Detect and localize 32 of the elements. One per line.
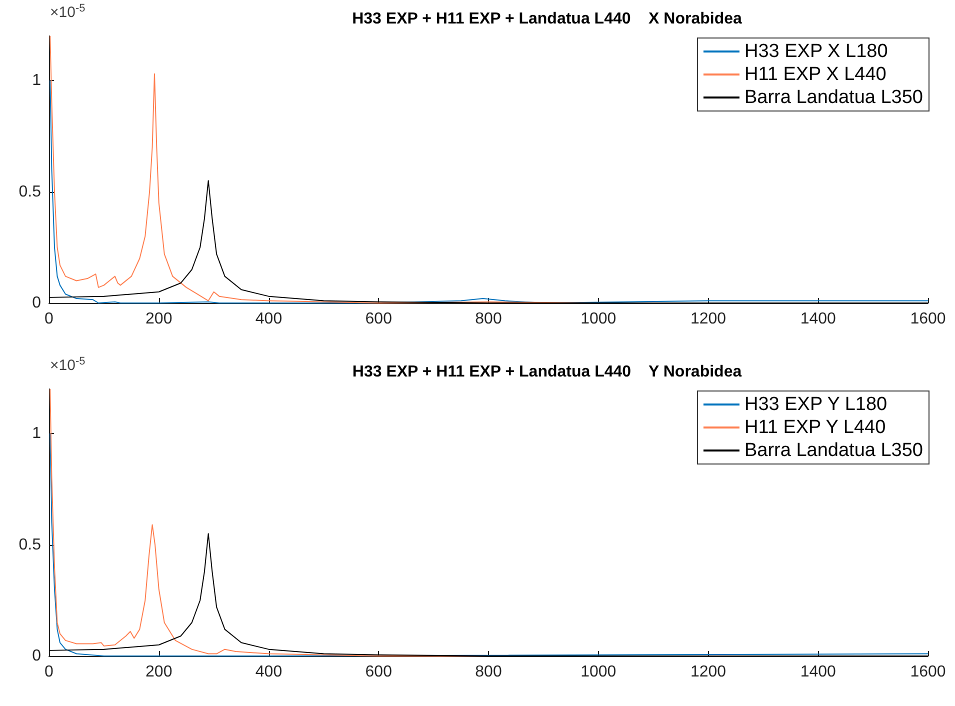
x-tick-label: 1000 (580, 310, 616, 328)
legend-label: Barra Landatua L350 (744, 87, 924, 108)
y-tick-label: 0.5 (18, 536, 42, 554)
x-tick-label: 1400 (800, 664, 836, 680)
x-tick-label: 1000 (580, 664, 616, 680)
x-tick-label: 1600 (910, 664, 946, 680)
y-tick-label: 1 (32, 72, 42, 89)
x-tick-label: 800 (475, 664, 502, 680)
legend-label: H11 EXP X L440 (744, 64, 886, 85)
x-tick-label: 600 (365, 310, 392, 328)
x-tick-label: 1400 (800, 310, 836, 328)
x-tick-label: 400 (255, 664, 282, 680)
y-tick-label: 0.5 (18, 183, 42, 200)
x-tick-label: 600 (365, 664, 392, 680)
y-tick-label: 0 (32, 648, 42, 664)
chart-title: H33 EXP + H11 EXP + Landatua L440 Y Norabidea (352, 364, 742, 380)
chart-title: H33 EXP + H11 EXP + Landatua L440 X Norabidea (352, 10, 742, 28)
legend-label: H33 EXP X L180 (744, 41, 888, 62)
y-tick-label: 1 (32, 425, 42, 442)
legend-label: Barra Landatua L350 (744, 440, 924, 461)
x-tick-label: 1600 (910, 310, 946, 328)
x-tick-label: 200 (146, 310, 172, 328)
x-tick-label: 0 (44, 310, 54, 328)
y-tick-label: 0 (32, 294, 42, 312)
x-tick-label: 800 (475, 310, 502, 328)
x-tick-label: 1200 (690, 310, 726, 328)
x-tick-label: 200 (146, 664, 172, 680)
legend-label: H11 EXP Y L440 (744, 417, 886, 438)
x-tick-label: 1200 (690, 664, 726, 680)
x-tick-label: 400 (255, 310, 282, 328)
x-tick-label: 0 (44, 664, 54, 680)
legend-label: H33 EXP Y L180 (744, 394, 888, 415)
